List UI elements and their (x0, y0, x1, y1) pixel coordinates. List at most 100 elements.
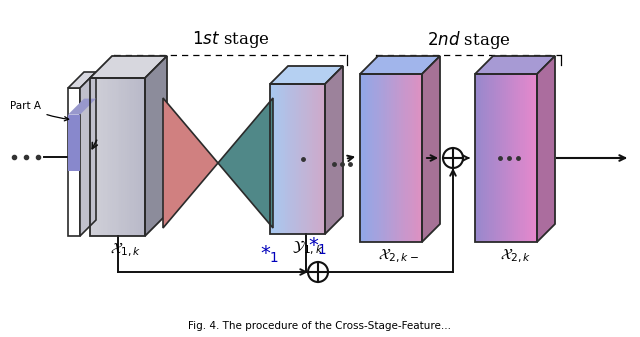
Polygon shape (391, 74, 393, 242)
Polygon shape (108, 78, 110, 236)
Text: $\mathcal{X}_{2,k}$: $\mathcal{X}_{2,k}$ (500, 247, 532, 265)
Text: $\mathcal{X}_{2,k-}$: $\mathcal{X}_{2,k-}$ (378, 247, 419, 265)
Polygon shape (406, 74, 408, 242)
Polygon shape (121, 78, 123, 236)
Polygon shape (275, 84, 277, 234)
Polygon shape (314, 84, 316, 234)
Polygon shape (393, 74, 395, 242)
Polygon shape (372, 74, 374, 242)
Polygon shape (537, 56, 555, 242)
Polygon shape (412, 74, 413, 242)
Text: $\mathit{1st}$ stage: $\mathit{1st}$ stage (191, 30, 269, 51)
Polygon shape (68, 88, 80, 236)
Polygon shape (488, 74, 490, 242)
Polygon shape (105, 78, 106, 236)
Polygon shape (163, 98, 218, 228)
Polygon shape (399, 74, 401, 242)
Text: $\mathcal{X}_{1,k}$: $\mathcal{X}_{1,k}$ (110, 241, 141, 259)
Polygon shape (101, 78, 103, 236)
Polygon shape (321, 84, 323, 234)
Polygon shape (500, 74, 502, 242)
Polygon shape (381, 74, 383, 242)
Polygon shape (531, 74, 533, 242)
Polygon shape (289, 84, 290, 234)
Polygon shape (99, 78, 101, 236)
Polygon shape (143, 78, 145, 236)
Polygon shape (323, 84, 325, 234)
Text: $\mathit{2nd}$ stage: $\mathit{2nd}$ stage (427, 29, 510, 51)
Polygon shape (123, 78, 125, 236)
Text: $\boldsymbol{*_1}$: $\boldsymbol{*_1}$ (260, 243, 280, 265)
Polygon shape (287, 84, 289, 234)
Polygon shape (118, 78, 119, 236)
Polygon shape (518, 74, 520, 242)
Polygon shape (134, 78, 136, 236)
Polygon shape (522, 74, 525, 242)
Polygon shape (483, 74, 485, 242)
Polygon shape (68, 115, 80, 171)
Polygon shape (527, 74, 529, 242)
Polygon shape (498, 74, 500, 242)
Polygon shape (490, 74, 492, 242)
Polygon shape (90, 78, 92, 236)
Text: $\boldsymbol{*_1}$: $\boldsymbol{*_1}$ (308, 235, 328, 257)
Polygon shape (510, 74, 512, 242)
Polygon shape (495, 74, 498, 242)
Polygon shape (395, 74, 397, 242)
Polygon shape (533, 74, 535, 242)
Polygon shape (520, 74, 522, 242)
Polygon shape (305, 84, 307, 234)
Polygon shape (125, 78, 127, 236)
Polygon shape (366, 74, 368, 242)
Polygon shape (277, 84, 279, 234)
Polygon shape (129, 78, 131, 236)
Polygon shape (475, 74, 477, 242)
Polygon shape (127, 78, 129, 236)
Polygon shape (93, 78, 95, 236)
Polygon shape (310, 84, 312, 234)
Polygon shape (285, 84, 287, 234)
Text: $\mathcal{Y}_{1,k}$: $\mathcal{Y}_{1,k}$ (292, 239, 323, 257)
Polygon shape (493, 74, 495, 242)
Polygon shape (97, 78, 99, 236)
Polygon shape (515, 74, 516, 242)
Polygon shape (475, 56, 555, 74)
Polygon shape (374, 74, 376, 242)
Polygon shape (512, 74, 515, 242)
Polygon shape (141, 78, 143, 236)
Polygon shape (106, 78, 108, 236)
Polygon shape (368, 74, 371, 242)
Polygon shape (516, 74, 518, 242)
Polygon shape (413, 74, 416, 242)
Polygon shape (481, 74, 483, 242)
Circle shape (308, 262, 328, 282)
Polygon shape (138, 78, 140, 236)
Polygon shape (68, 72, 96, 88)
Polygon shape (479, 74, 481, 242)
Polygon shape (397, 74, 399, 242)
Polygon shape (504, 74, 506, 242)
Polygon shape (379, 74, 381, 242)
Polygon shape (312, 84, 314, 234)
Polygon shape (485, 74, 488, 242)
Polygon shape (270, 66, 343, 84)
Polygon shape (362, 74, 364, 242)
Text: Part A: Part A (10, 101, 68, 121)
Polygon shape (116, 78, 118, 236)
Polygon shape (389, 74, 391, 242)
Polygon shape (385, 74, 387, 242)
Polygon shape (535, 74, 537, 242)
Polygon shape (68, 99, 96, 115)
Circle shape (443, 148, 463, 168)
Polygon shape (283, 84, 285, 234)
Polygon shape (371, 74, 372, 242)
Polygon shape (492, 74, 493, 242)
Polygon shape (506, 74, 508, 242)
Polygon shape (360, 74, 362, 242)
Polygon shape (300, 84, 301, 234)
Polygon shape (281, 84, 283, 234)
Polygon shape (508, 74, 510, 242)
Polygon shape (132, 78, 134, 236)
Polygon shape (410, 74, 412, 242)
Polygon shape (317, 84, 319, 234)
